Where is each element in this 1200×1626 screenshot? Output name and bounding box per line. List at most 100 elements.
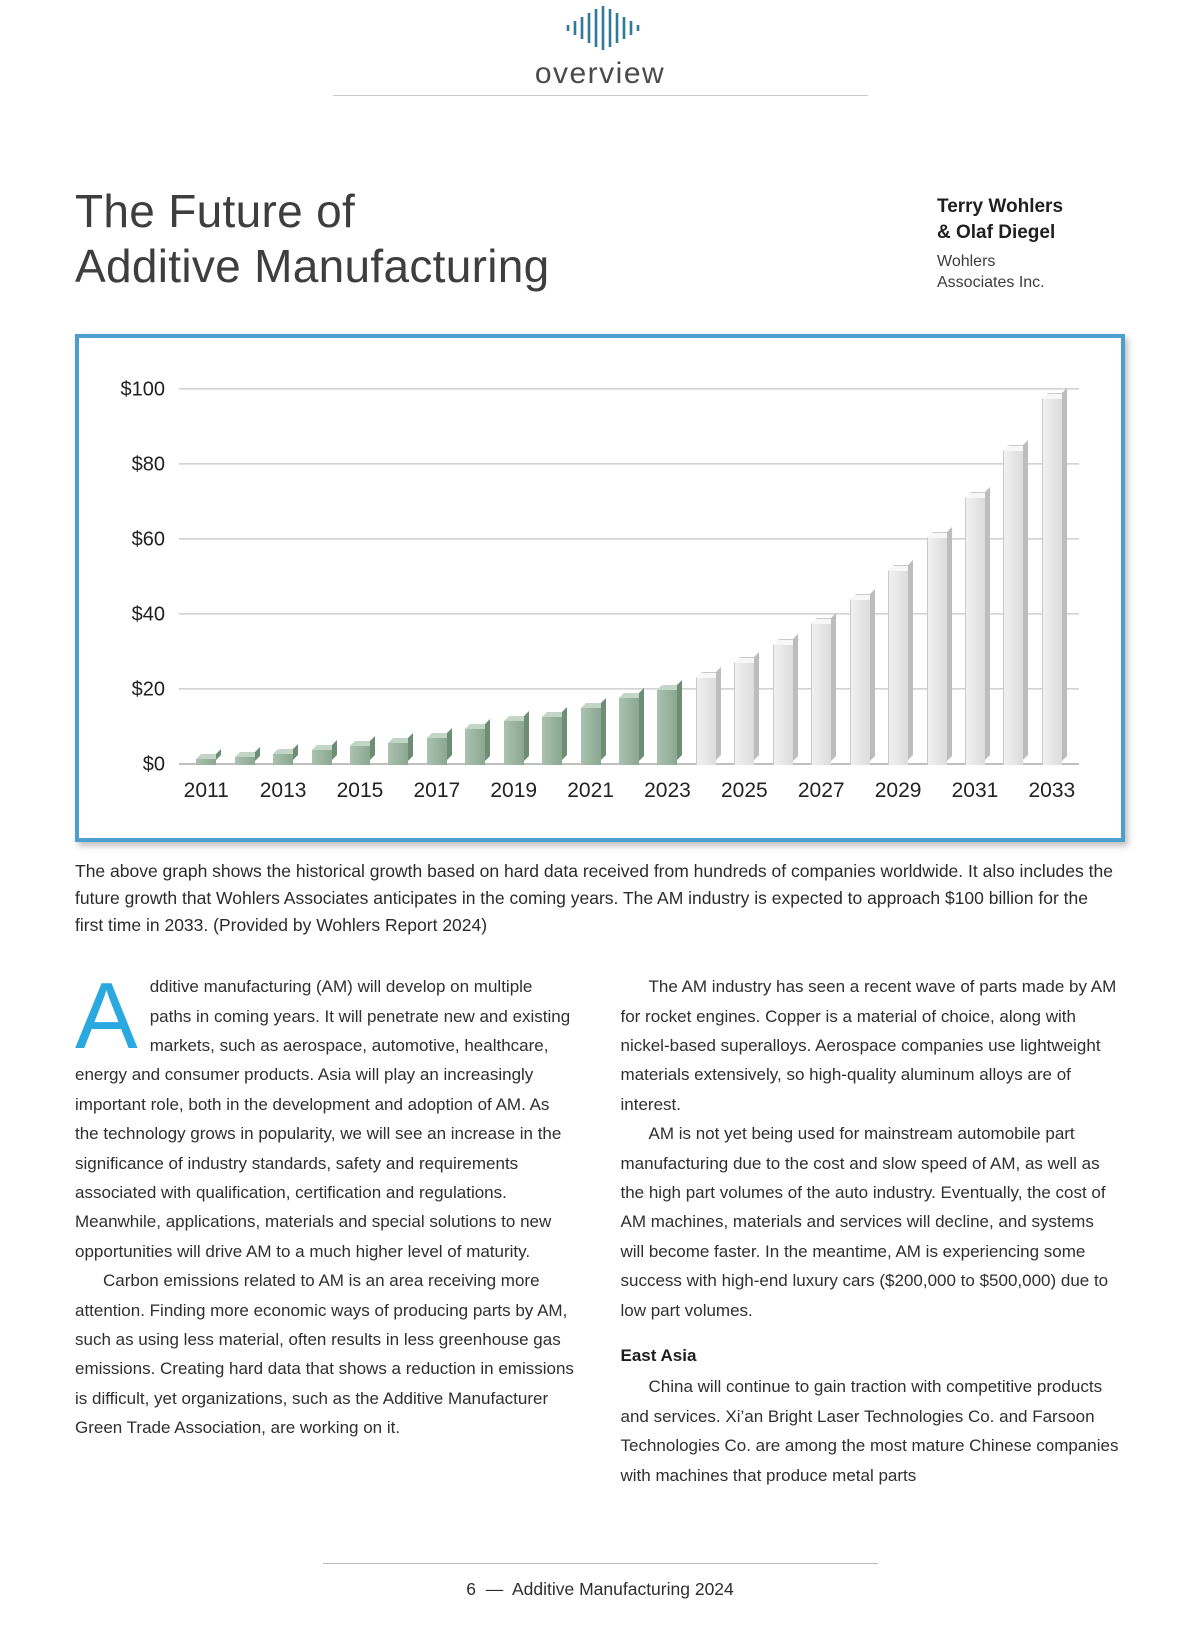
y-axis-label: $0 [142,753,165,776]
y-axis-label: $20 [131,678,165,701]
bar-slot [533,390,571,766]
article-title: The Future of Additive Manufacturing [75,184,550,294]
x-axis-label: 2027 [797,779,845,803]
bar-slot: 2031 [952,390,998,802]
bar-slot [840,390,878,766]
bar-2014 [311,750,332,766]
paragraph-intro-text: dditive manufacturing (AM) will develop … [75,977,571,1261]
author-name-line2: & Olaf Diegel [937,221,1056,243]
title-row: The Future of Additive Manufacturing Ter… [0,184,1200,294]
bar-2033 [1041,397,1062,766]
footer-separator: — [485,1579,504,1599]
y-axis-label: $60 [131,528,165,551]
author-affiliation: Wohlers Associates Inc. [937,252,1122,294]
bar-slot [764,390,802,766]
section-label: overview [534,57,666,90]
bar-2011 [196,759,217,766]
bar-2026 [772,643,793,766]
gridline [179,388,1079,391]
footer-text: 6 — Additive Manufacturing 2024 [0,1579,1200,1600]
y-axis-label: $80 [131,453,165,476]
growth-chart: $0 $20 $40 $60 $80 $100 2011 2013 2015 2017 2019 2… [75,334,1125,843]
bar-2018 [465,728,486,766]
bar-slot: 2027 [798,390,845,802]
bar-2032 [1003,450,1024,766]
bar-slot: 2023 [644,390,691,802]
x-axis-label: 2019 [490,779,538,803]
chart-yaxis: $0 $20 $40 $60 $80 $100 [107,379,179,776]
paragraph-carbon-emissions: Carbon emissions related to AM is an are… [75,1271,574,1438]
bar-2021 [580,708,601,766]
bar-slot: 2015 [337,390,383,802]
bar-2031 [964,497,985,766]
chart-inner: $0 $20 $40 $60 $80 $100 2011 2013 2015 2017 2019 2… [107,379,1079,802]
bar-2015 [349,745,370,766]
affiliation-line1: Wohlers [937,253,996,271]
bar-slot: 2013 [260,390,306,802]
x-axis-label: 2031 [951,779,999,803]
dropcap-letter: A [75,963,138,1069]
paragraph-rocket-engines: The AM industry has seen a recent wave o… [620,977,1117,1114]
publisher-logo-icon [555,4,645,52]
bar-slot [917,390,955,766]
bar-2020 [542,717,563,766]
bar-2017 [426,738,447,766]
header-divider [332,95,868,96]
x-axis-label: 2025 [720,779,768,803]
bar-2030 [926,536,947,766]
bar-slot: 2025 [721,390,768,802]
bar-2013 [273,754,294,766]
x-axis-label: 2029 [874,779,922,803]
gridline [179,538,1079,541]
article-title-line1: The Future of [75,185,356,237]
chart-caption: The above graph shows the historical gro… [75,861,1113,935]
gridline [179,688,1079,691]
bar-slot [687,390,725,766]
page-footer: 6 — Additive Manufacturing 2024 [0,1563,1200,1600]
bar-slot [456,390,494,766]
gridline [179,613,1079,616]
x-axis-label: 2011 [183,779,229,803]
bar-2029 [888,570,909,766]
bar-2024 [695,677,716,766]
bar-slot: 2033 [1028,390,1075,802]
bar-2016 [388,742,409,766]
footer-divider [322,1563,878,1564]
page-header: overview [0,0,1200,96]
section-heading-east-asia: East Asia [620,1346,697,1366]
y-axis-label: $40 [131,603,165,626]
bar-slot [225,390,263,766]
page-number: 6 [466,1579,476,1599]
bar-2023 [657,690,678,766]
bar-slot: 2029 [875,390,921,802]
bar-slot [994,390,1032,766]
x-axis-label: 2023 [644,779,691,803]
author-name-line1: Terry Wohlers [937,196,1064,217]
bar-2022 [619,697,640,766]
bar-slot: 2011 [184,390,229,802]
paragraph-automobile: AM is not yet being used for mainstream … [620,1124,1109,1320]
bar-slot: 2017 [413,390,460,802]
bar-2012 [234,756,255,766]
gridline [179,463,1079,466]
bar-slot: 2019 [490,390,537,802]
article-title-line2: Additive Manufacturing [75,240,550,293]
x-axis-label: 2017 [413,779,461,803]
bar-2019 [503,720,524,766]
bar-2028 [849,598,870,766]
bar-2027 [811,622,832,766]
publication-name: Additive Manufacturing 2024 [511,1579,734,1599]
affiliation-line2: Associates Inc. [937,274,1045,292]
bar-slot: 2021 [567,390,614,802]
chart-plot: 2011 2013 2015 2017 2019 2021 2023 2025 2027 2029… [179,388,1079,802]
bar-slot [610,390,648,766]
article-right-column: The AM industry has seen a recent wave o… [621,972,1123,1490]
bar-2025 [734,662,755,766]
y-axis-label: $100 [120,378,166,401]
paragraph-east-asia: China will continue to gain traction wit… [620,1377,1119,1485]
x-axis-label: 2033 [1028,779,1076,803]
